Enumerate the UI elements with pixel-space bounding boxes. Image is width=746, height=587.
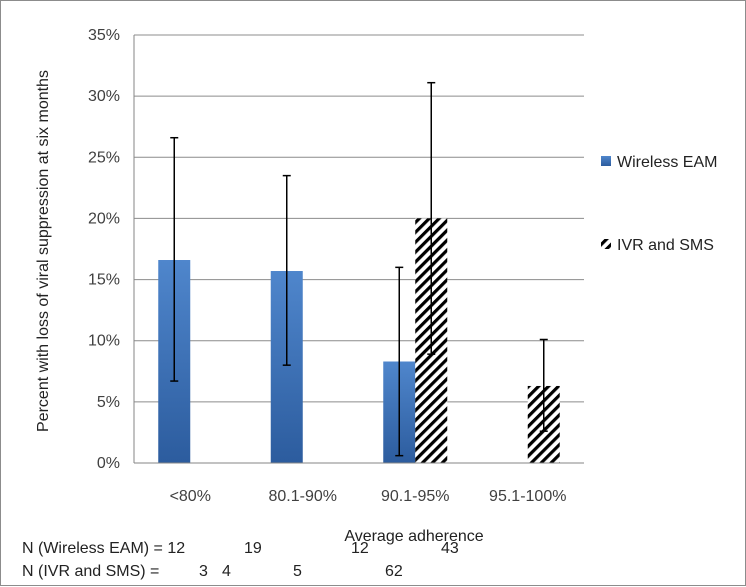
gridlines bbox=[134, 34, 584, 403]
sample-size-rows: N (Wireless EAM) = 12 19 12 43 N (IVR an… bbox=[22, 540, 459, 580]
x-axis-title: Average adherence bbox=[344, 528, 483, 545]
y-tick-label: 10% bbox=[88, 333, 120, 350]
n-row-ivr-value: 62 bbox=[385, 563, 403, 580]
y-tick-label: 0% bbox=[97, 455, 120, 472]
axes bbox=[133, 35, 584, 464]
y-tick-labels: 0% 5% 10% 15% 20% 25% 30% 35% bbox=[88, 27, 120, 472]
error-bar bbox=[427, 81, 436, 355]
y-tick-label: 35% bbox=[88, 27, 120, 44]
legend-label-ivr-sms: IVR and SMS bbox=[617, 237, 714, 254]
error-bar bbox=[539, 338, 548, 432]
x-tick-label: <80% bbox=[170, 488, 211, 505]
y-tick-label: 15% bbox=[88, 272, 120, 289]
x-tick-label: 80.1-90% bbox=[269, 488, 338, 505]
x-tick-label: 90.1-95% bbox=[381, 488, 450, 505]
n-row-wireless-value: 12 bbox=[351, 540, 369, 557]
y-axis-title: Percent with loss of viral suppression a… bbox=[35, 70, 52, 432]
n-row-ivr-value: 5 bbox=[293, 563, 302, 580]
error-bar bbox=[395, 266, 404, 457]
n-row-wireless-value: 19 bbox=[244, 540, 262, 557]
n-row-ivr-value: 3 bbox=[199, 563, 208, 580]
y-tick-label: 5% bbox=[97, 394, 120, 411]
error-bar bbox=[282, 174, 291, 366]
legend-swatch-wireless-eam bbox=[601, 156, 611, 166]
n-row-wireless-value: 43 bbox=[441, 540, 459, 557]
n-row-ivr-label: N (IVR and SMS) = bbox=[22, 563, 159, 580]
n-row-ivr-value: 4 bbox=[222, 563, 231, 580]
legend-label-wireless-eam: Wireless EAM bbox=[617, 154, 717, 171]
x-tick-labels: <80% 80.1-90% 90.1-95% 95.1-100% bbox=[170, 488, 567, 505]
y-tick-label: 30% bbox=[88, 88, 120, 105]
x-tick-label: 95.1-100% bbox=[489, 488, 566, 505]
legend: Wireless EAM IVR and SMS bbox=[601, 154, 717, 254]
n-row-wireless-label: N (Wireless EAM) = 12 bbox=[22, 540, 185, 557]
error-bars bbox=[170, 81, 548, 457]
y-tick-label: 25% bbox=[88, 149, 120, 166]
y-tick-label: 20% bbox=[88, 210, 120, 227]
error-bar bbox=[170, 136, 179, 382]
legend-swatch-ivr-sms bbox=[601, 239, 611, 249]
